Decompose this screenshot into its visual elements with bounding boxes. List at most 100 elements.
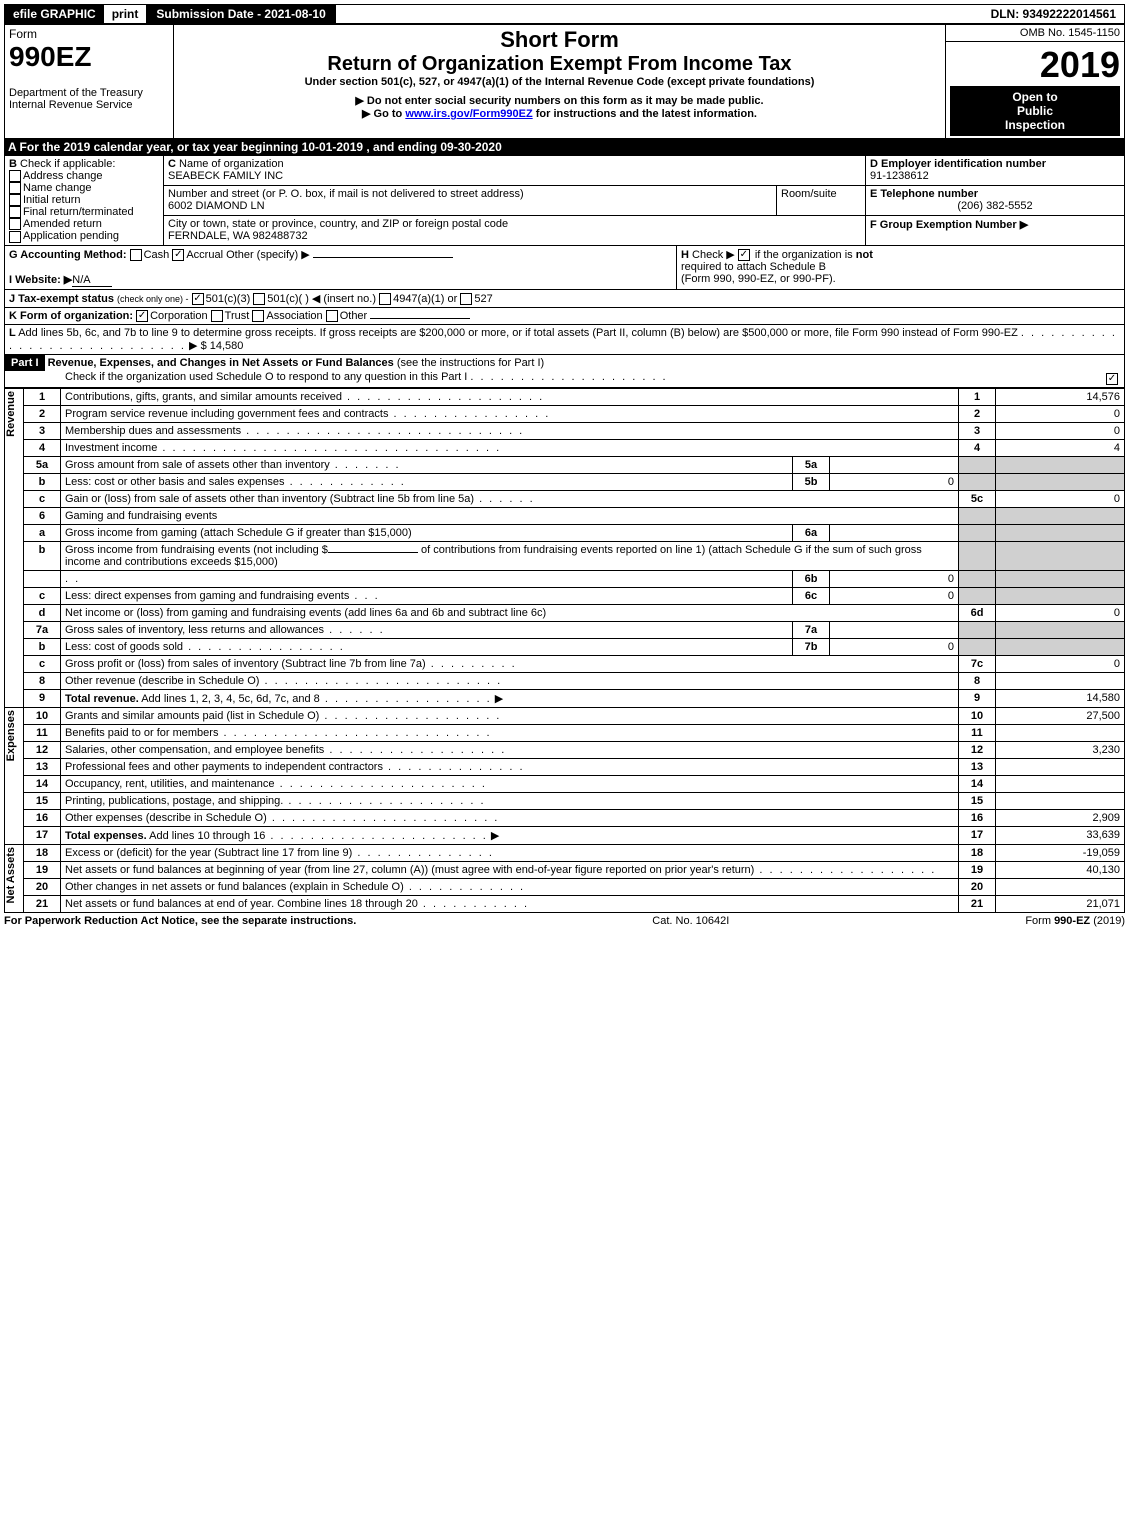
line-12-amt: 3,230: [996, 741, 1125, 758]
part1-hint: (see the instructions for Part I): [397, 357, 544, 369]
chk-accrual[interactable]: [172, 249, 184, 261]
line-7b-subamt: 0: [830, 638, 959, 655]
line-5b-subamt: 0: [830, 473, 959, 490]
line-3-desc: Membership dues and assessments: [65, 425, 241, 437]
line-6d-desc: Net income or (loss) from gaming and fun…: [65, 607, 546, 619]
chk-amended-return[interactable]: [9, 218, 21, 230]
opt-corporation: Corporation: [150, 310, 207, 322]
line-9-desc: Total revenue.: [65, 693, 139, 705]
chk-application-pending[interactable]: [9, 231, 21, 243]
row-i-label: I Website: ▶: [9, 274, 72, 286]
expenses-section-label: Expenses: [5, 708, 17, 763]
open-line3: Inspection: [954, 118, 1116, 132]
other-specify-input[interactable]: [313, 257, 453, 258]
box-c-letter: C: [168, 158, 176, 170]
line-20-desc: Other changes in net assets or fund bala…: [65, 881, 404, 893]
chk-501c[interactable]: [253, 293, 265, 305]
opt-address-change: Address change: [23, 170, 103, 182]
chk-trust[interactable]: [211, 310, 223, 322]
line-1-no: 1: [24, 388, 61, 405]
dots: . . . . . . . . . . . . . . . . . . . .: [470, 371, 667, 383]
row-h-text4: (Form 990, 990-EZ, or 990-PF).: [681, 273, 836, 285]
room-suite-label: Room/suite: [777, 185, 866, 215]
line-19-box: 19: [959, 861, 996, 878]
row-h-text3: required to attach Schedule B: [681, 261, 826, 273]
line-7b-desc: Less: cost of goods sold: [65, 641, 183, 653]
chk-name-change[interactable]: [9, 182, 21, 194]
line-1-desc: Contributions, gifts, grants, and simila…: [65, 391, 342, 403]
line-7a-desc: Gross sales of inventory, less returns a…: [65, 624, 324, 636]
accounting-schedule-row: G Accounting Method: Cash Accrual Other …: [4, 246, 1125, 290]
other-org-input[interactable]: [370, 318, 470, 319]
line-12-box: 12: [959, 741, 996, 758]
line-14-box: 14: [959, 775, 996, 792]
line-5b-sub: 5b: [793, 473, 830, 490]
line-2-desc: Program service revenue including govern…: [65, 408, 388, 420]
row-g-label: G Accounting Method:: [9, 249, 127, 261]
opt-cash: Cash: [144, 249, 170, 261]
chk-cash[interactable]: [130, 249, 142, 261]
line-18-box: 18: [959, 844, 996, 861]
city-value: FERNDALE, WA 982488732: [168, 230, 308, 242]
chk-other[interactable]: [326, 310, 338, 322]
line-7a-subamt: [830, 621, 959, 638]
irs-link[interactable]: www.irs.gov/Form990EZ: [405, 108, 532, 120]
chk-501c3[interactable]: [192, 293, 204, 305]
line-17-amt: 33,639: [996, 826, 1125, 844]
line-5c-desc: Gain or (loss) from sale of assets other…: [65, 493, 474, 505]
line-8-box: 8: [959, 672, 996, 689]
line-16-box: 16: [959, 809, 996, 826]
line-5a-desc: Gross amount from sale of assets other t…: [65, 459, 330, 471]
chk-4947[interactable]: [379, 293, 391, 305]
line-5c-box: 5c: [959, 490, 996, 507]
form-org-row: K Form of organization: Corporation Trus…: [4, 308, 1125, 325]
line-18-amt: -19,059: [996, 844, 1125, 861]
efile-button[interactable]: efile GRAPHIC: [5, 5, 104, 23]
row-h-not: not: [856, 249, 873, 261]
tax-year: 2019: [950, 44, 1120, 86]
print-button[interactable]: print: [104, 5, 147, 23]
line-21-amt: 21,071: [996, 895, 1125, 912]
line-6a-subamt: [830, 524, 959, 541]
short-form-title: Short Form: [178, 27, 941, 53]
open-line1: Open to: [954, 90, 1116, 104]
line-7c-amt: 0: [996, 655, 1125, 672]
line-6-desc: Gaming and fundraising events: [61, 507, 959, 524]
chk-schedule-b[interactable]: [738, 249, 750, 261]
line-6b-input[interactable]: [328, 552, 418, 553]
line-7b-sub: 7b: [793, 638, 830, 655]
row-l-amount: $ 14,580: [201, 340, 244, 352]
line-15-desc: Printing, publications, postage, and shi…: [65, 795, 283, 807]
line-9-desc2: Add lines 1, 2, 3, 4, 5c, 6d, 7c, and 8: [141, 693, 320, 705]
line-20-amt: [996, 878, 1125, 895]
line-2-amt: 0: [996, 405, 1125, 422]
part1-header: Part I Revenue, Expenses, and Changes in…: [4, 355, 1125, 388]
chk-association[interactable]: [252, 310, 264, 322]
chk-corporation[interactable]: [136, 310, 148, 322]
line-17-desc: Total expenses.: [65, 830, 147, 842]
chk-address-change[interactable]: [9, 170, 21, 182]
opt-association: Association: [266, 310, 322, 322]
gross-receipts-row: L Add lines 5b, 6c, and 7b to line 9 to …: [4, 325, 1125, 355]
subtitle: Under section 501(c), 527, or 4947(a)(1)…: [178, 76, 941, 88]
page-footer: For Paperwork Reduction Act Notice, see …: [4, 913, 1125, 927]
warn2-pre: ▶ Go to: [362, 108, 405, 120]
line-4-desc: Investment income: [65, 442, 157, 454]
footer-form: 990-EZ: [1054, 915, 1090, 927]
opt-application-pending: Application pending: [23, 230, 119, 242]
line-5b-desc: Less: cost or other basis and sales expe…: [65, 476, 285, 488]
chk-527[interactable]: [460, 293, 472, 305]
opt-accrual: Accrual: [186, 249, 223, 261]
line-6c-sub: 6c: [793, 587, 830, 604]
omb-number: OMB No. 1545-1150: [946, 25, 1125, 42]
chk-final-return[interactable]: [9, 206, 21, 218]
chk-initial-return[interactable]: [9, 194, 21, 206]
row-l-arrow: ▶: [189, 340, 197, 352]
line-6d-amt: 0: [996, 604, 1125, 621]
submission-date: Submission Date - 2021-08-10: [146, 5, 335, 23]
line-2-box: 2: [959, 405, 996, 422]
line-9-amt: 14,580: [996, 689, 1125, 707]
chk-schedule-o[interactable]: [1106, 373, 1118, 385]
row-j-hint: (check only one) -: [117, 294, 189, 304]
opt-4947: 4947(a)(1) or: [393, 293, 457, 305]
